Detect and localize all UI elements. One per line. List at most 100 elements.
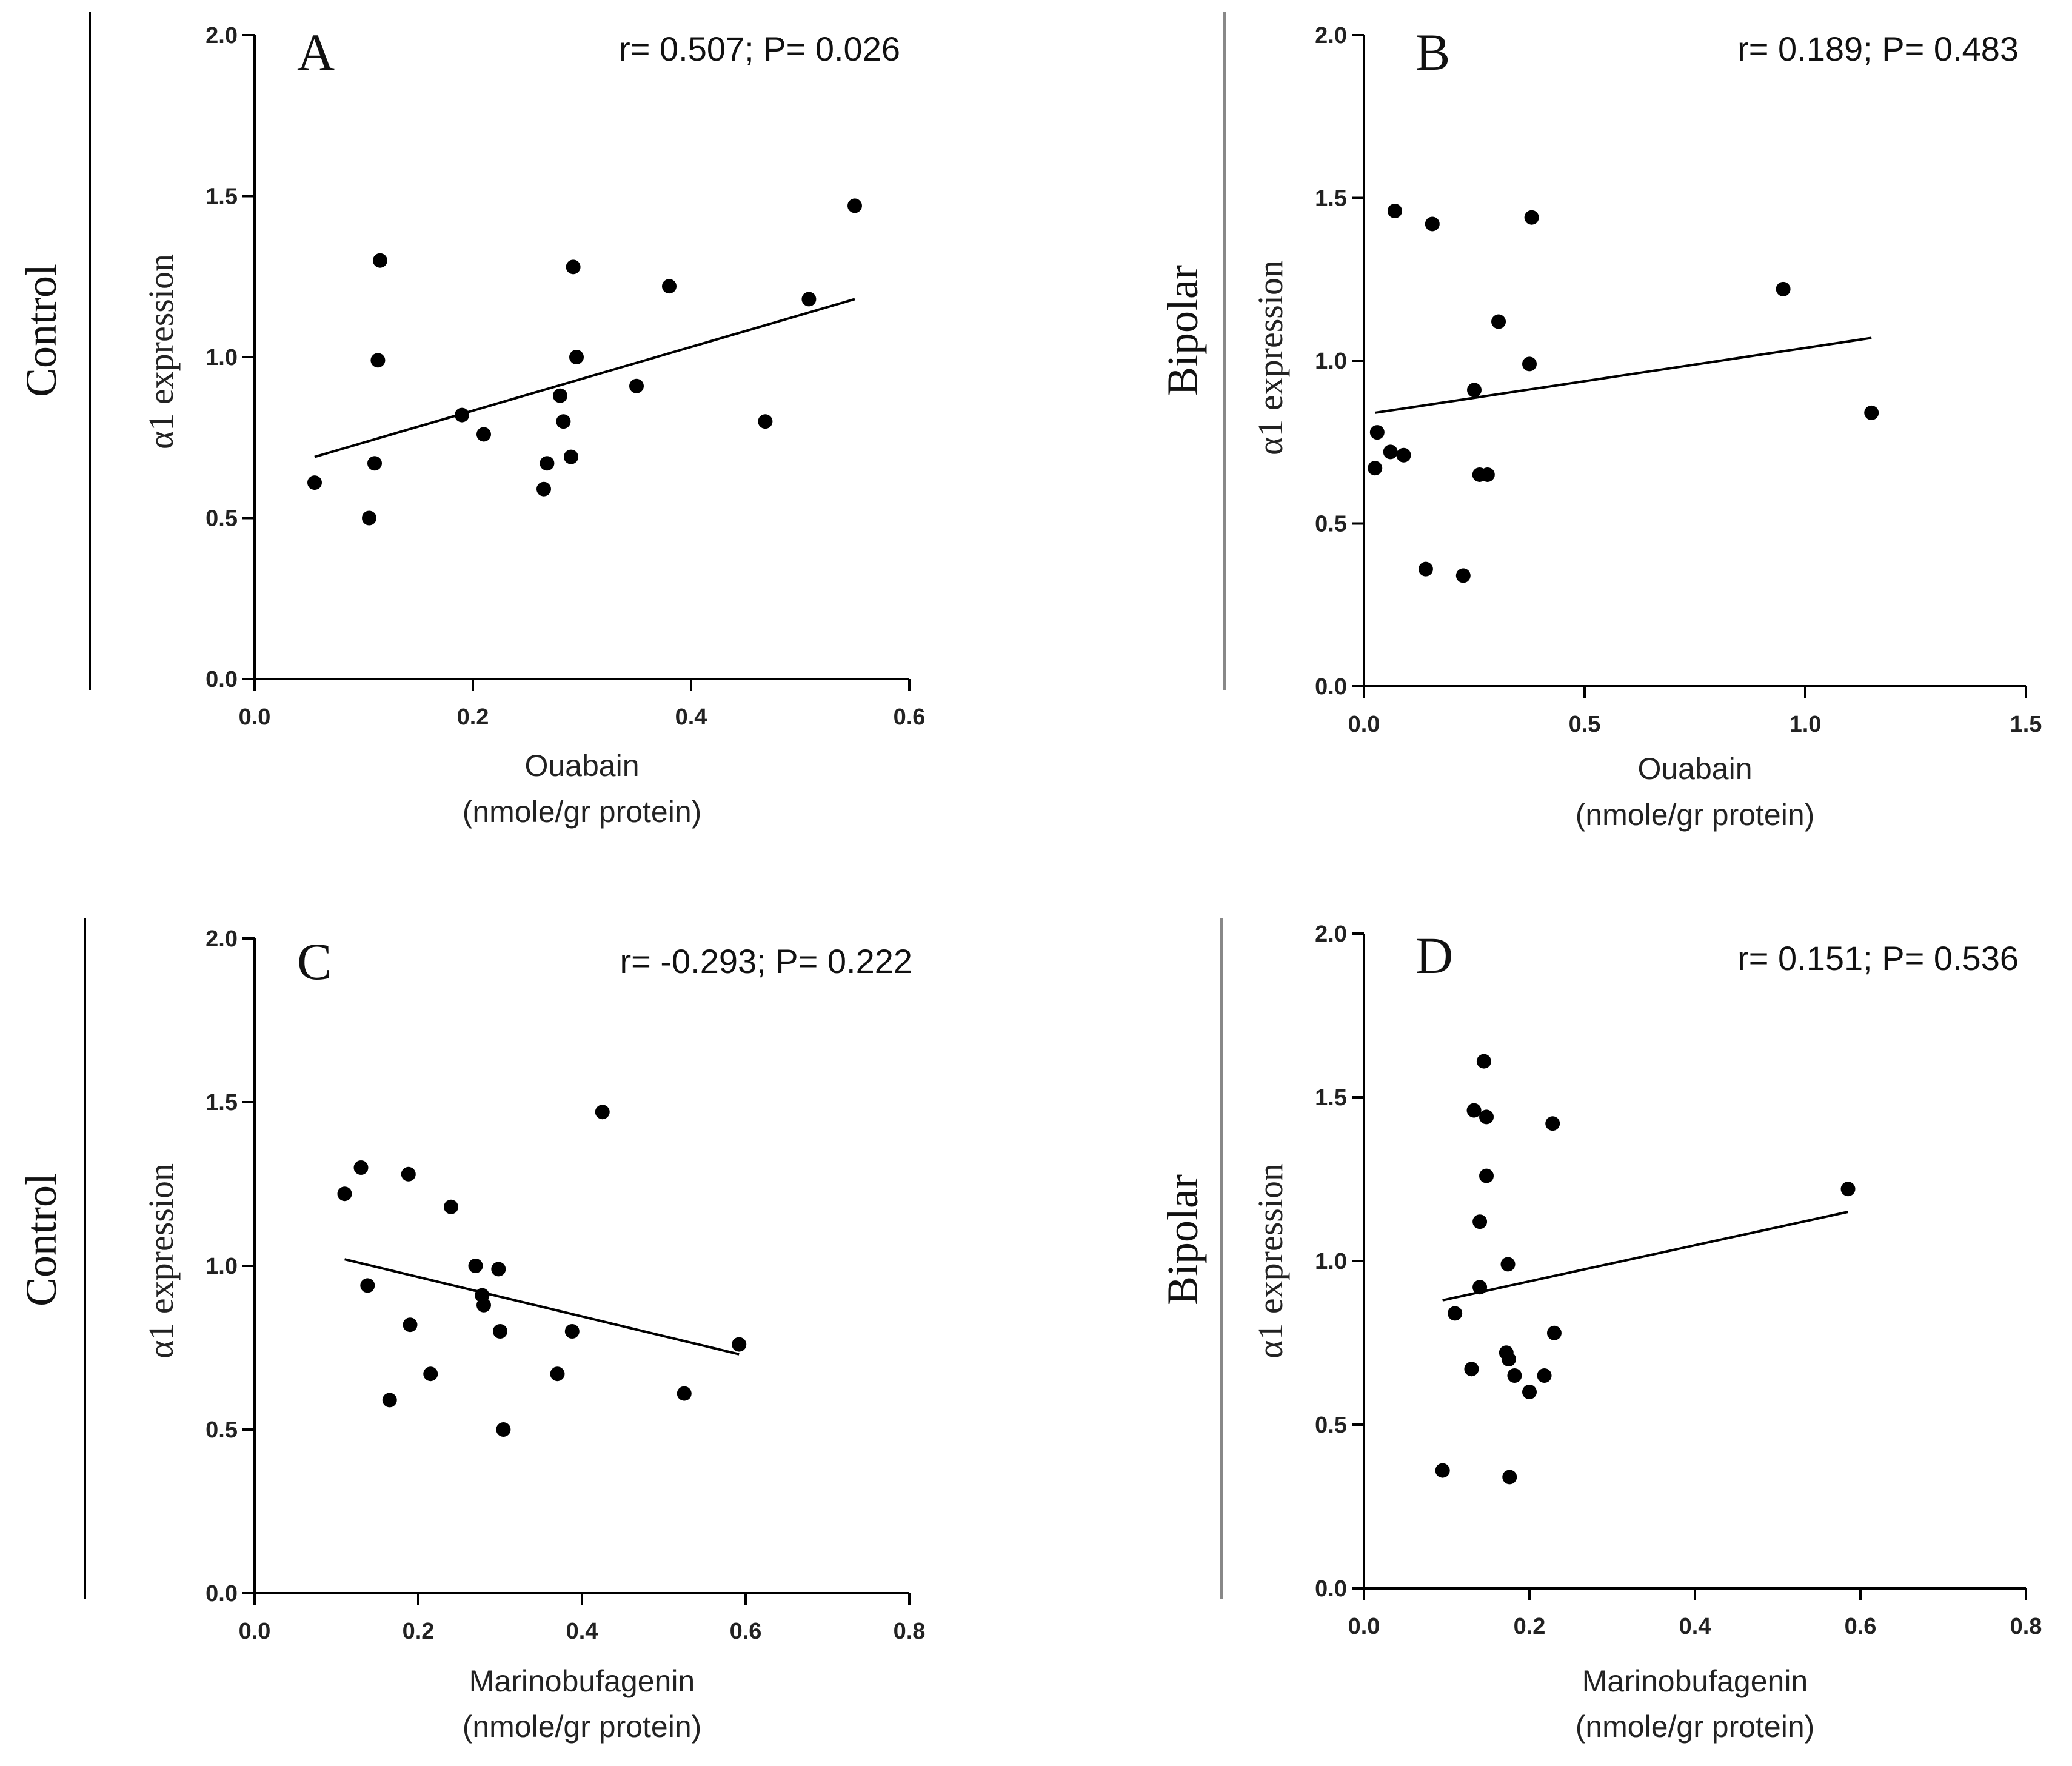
- panel-letter: A: [297, 23, 335, 81]
- y-tick-label: 1.5: [1315, 1085, 1347, 1111]
- data-point: [1464, 1362, 1479, 1377]
- y-tick-label: 2.0: [1315, 23, 1347, 48]
- x-tick-label: 0.5: [1569, 712, 1601, 737]
- data-point: [1479, 1168, 1494, 1183]
- data-point: [1368, 461, 1383, 476]
- y-axis-label: α1 expression: [1251, 260, 1290, 455]
- data-point: [1396, 447, 1411, 463]
- panel-letter: B: [1415, 23, 1450, 81]
- data-point: [476, 427, 491, 442]
- y-tick-label: 0.5: [1315, 512, 1347, 537]
- data-point: [1476, 1054, 1491, 1069]
- data-point: [847, 198, 862, 213]
- y-tick-label: 0.5: [1315, 1413, 1347, 1438]
- regression-line: [1374, 336, 1872, 414]
- panel-a: Control α1 expression 0.0 0.5 1.0 1.5 2.0 0.0 0.…: [17, 12, 925, 829]
- x-axis-label: Ouabain: [1637, 752, 1752, 786]
- correlation-stats: r= -0.293; P= 0.222: [620, 942, 912, 980]
- regression-line: [1442, 1211, 1848, 1302]
- x-tick-label: 0.2: [403, 1619, 435, 1644]
- data-point: [444, 1199, 458, 1214]
- x-tick-label: 0.4: [675, 704, 707, 730]
- y-axis-label: α1 expression: [141, 254, 181, 449]
- x-tick-label: 0.2: [1514, 1614, 1546, 1639]
- data-point: [1524, 210, 1539, 225]
- x-axis-label: Ouabain: [524, 749, 639, 783]
- data-point: [1467, 383, 1482, 398]
- x-tick-label: 0.0: [1348, 1614, 1380, 1639]
- y-tick-label: 0.5: [206, 1417, 238, 1443]
- x-axis-unit-label: (nmole/gr protein): [1576, 798, 1815, 832]
- data-point: [360, 1278, 375, 1293]
- panel-letter: C: [297, 932, 332, 991]
- data-point: [1455, 568, 1471, 583]
- y-axis-label: α1 expression: [1251, 1163, 1290, 1359]
- x-tick-label: 0.8: [894, 1619, 926, 1644]
- group-label: Bipolar: [1158, 1174, 1207, 1305]
- data-point: [1522, 356, 1537, 372]
- data-point: [353, 1160, 369, 1175]
- correlation-stats: r= 0.151; P= 0.536: [1737, 939, 2019, 977]
- data-point: [1545, 1116, 1560, 1131]
- data-point: [1448, 1306, 1463, 1321]
- y-tick-label: 1.0: [206, 345, 238, 370]
- data-point: [556, 414, 571, 429]
- y-tick-label: 1.0: [206, 1254, 238, 1279]
- data-point: [1479, 1109, 1494, 1125]
- y-tick-label: 0.5: [206, 506, 238, 532]
- x-tick-label: 0.0: [1348, 712, 1380, 737]
- x-tick-label: 0.2: [457, 704, 489, 730]
- y-tick-label: 0.0: [206, 667, 238, 692]
- data-point: [1418, 561, 1433, 577]
- data-point: [1500, 1257, 1516, 1272]
- data-point: [362, 510, 376, 526]
- data-point: [1776, 281, 1791, 296]
- data-point: [370, 353, 386, 368]
- data-point: [564, 1324, 580, 1339]
- regression-line: [344, 1258, 740, 1356]
- panel-b: Bipolar α1 expression 0.0 0.5 1.0 1.5 2.0 0.0 0.…: [1158, 12, 2042, 832]
- data-point: [677, 1386, 692, 1401]
- y-tick-label: 2.0: [206, 23, 238, 48]
- panel-letter: D: [1415, 926, 1453, 985]
- correlation-stats: r= 0.507; P= 0.026: [619, 30, 900, 68]
- x-axis-label: Marinobufagenin: [469, 1664, 695, 1698]
- group-label: Bipolar: [1158, 265, 1207, 396]
- x-axis-unit-label: (nmole/gr protein): [463, 795, 702, 829]
- group-label: Control: [17, 1173, 65, 1306]
- data-point: [1840, 1182, 1856, 1197]
- regression-line: [314, 298, 855, 458]
- data-point: [403, 1317, 418, 1333]
- data-point: [307, 475, 322, 490]
- group-label: Control: [17, 264, 65, 397]
- y-tick-label: 1.5: [206, 1090, 238, 1115]
- data-point: [801, 292, 817, 307]
- data-point: [1537, 1368, 1552, 1383]
- data-point: [1491, 314, 1506, 329]
- data-point: [553, 388, 567, 403]
- x-tick-label: 0.6: [1845, 1614, 1877, 1639]
- correlation-stats: r= 0.189; P= 0.483: [1737, 30, 2019, 68]
- data-point: [373, 253, 387, 268]
- data-point: [1546, 1325, 1562, 1340]
- data-point: [550, 1366, 565, 1382]
- data-point: [493, 1324, 507, 1339]
- y-tick-label: 2.0: [206, 926, 238, 952]
- x-tick-label: 0.6: [894, 704, 926, 730]
- panel-d: Bipolar α1 expression 0.0 0.5 1.0 1.5 2.0 0.0 0.…: [1158, 918, 2042, 1744]
- x-tick-label: 0.0: [239, 704, 271, 730]
- data-point: [367, 456, 382, 471]
- x-axis-label: Marinobufagenin: [1582, 1664, 1808, 1698]
- data-point: [536, 481, 551, 497]
- y-tick-label: 0.0: [1315, 1576, 1347, 1602]
- data-point: [1387, 203, 1402, 218]
- data-point: [337, 1186, 352, 1202]
- data-point: [1472, 1214, 1488, 1229]
- x-tick-label: 0.4: [566, 1619, 598, 1644]
- panel-c: Control α1 expression 0.0 0.5 1.0 1.5 2.0 0.0 0.…: [17, 918, 925, 1744]
- y-axis-label: α1 expression: [141, 1163, 181, 1359]
- data-point: [401, 1166, 416, 1182]
- data-point: [382, 1393, 397, 1408]
- x-tick-label: 0.4: [1679, 1614, 1711, 1639]
